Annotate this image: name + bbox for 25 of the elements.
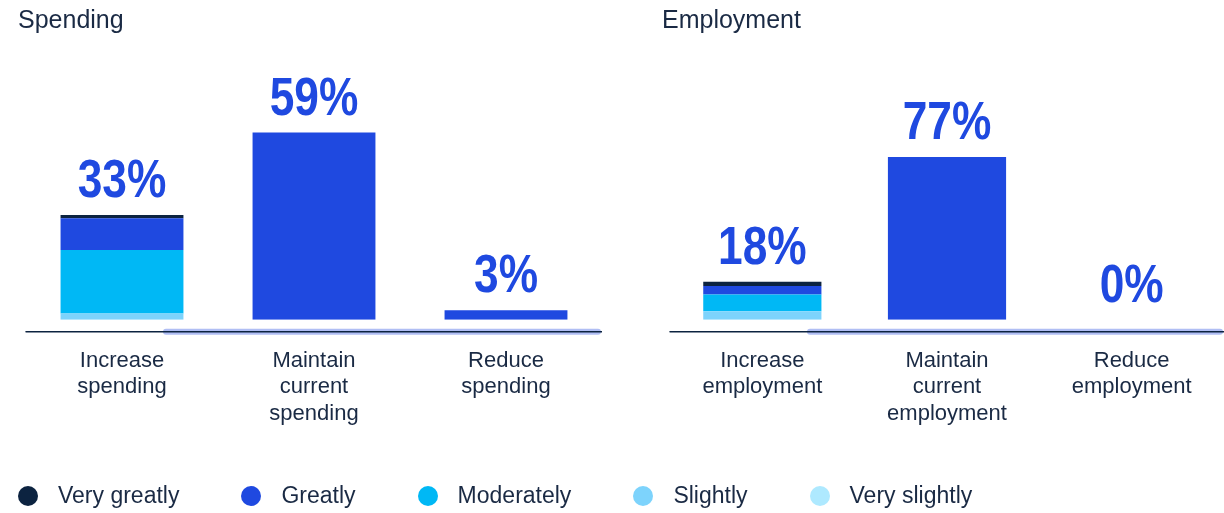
legend-label: Moderately xyxy=(457,482,572,509)
data-label: 77% xyxy=(902,89,992,150)
data-label: 3% xyxy=(474,242,538,304)
chart-title: Employment xyxy=(662,4,801,33)
data-label: 0% xyxy=(1099,252,1164,313)
x-tick-label: Increase spending xyxy=(77,347,167,399)
x-tick-label: Increase employment xyxy=(702,347,823,399)
legend-label: Greatly xyxy=(281,482,356,509)
total-label: 18% xyxy=(718,214,807,275)
bar xyxy=(444,310,568,320)
chart-title: Spending xyxy=(18,4,124,33)
bar xyxy=(60,215,184,219)
legend-label: Very slightly xyxy=(849,482,973,509)
bar xyxy=(60,218,184,251)
data-label: 59% xyxy=(269,65,359,126)
legend-label: Slightly xyxy=(673,482,748,509)
legend-label: Very greatly xyxy=(58,482,180,509)
x-tick-label: Reduce employment xyxy=(1071,347,1192,399)
x-tick-label: Maintain current employment xyxy=(887,347,1007,425)
bar xyxy=(60,313,184,320)
x-tick-label: Reduce spending xyxy=(461,347,551,399)
x-tick-label: Maintain current spending xyxy=(269,347,359,425)
bar xyxy=(252,132,376,320)
total-label: 33% xyxy=(77,147,167,208)
bar xyxy=(60,250,184,314)
